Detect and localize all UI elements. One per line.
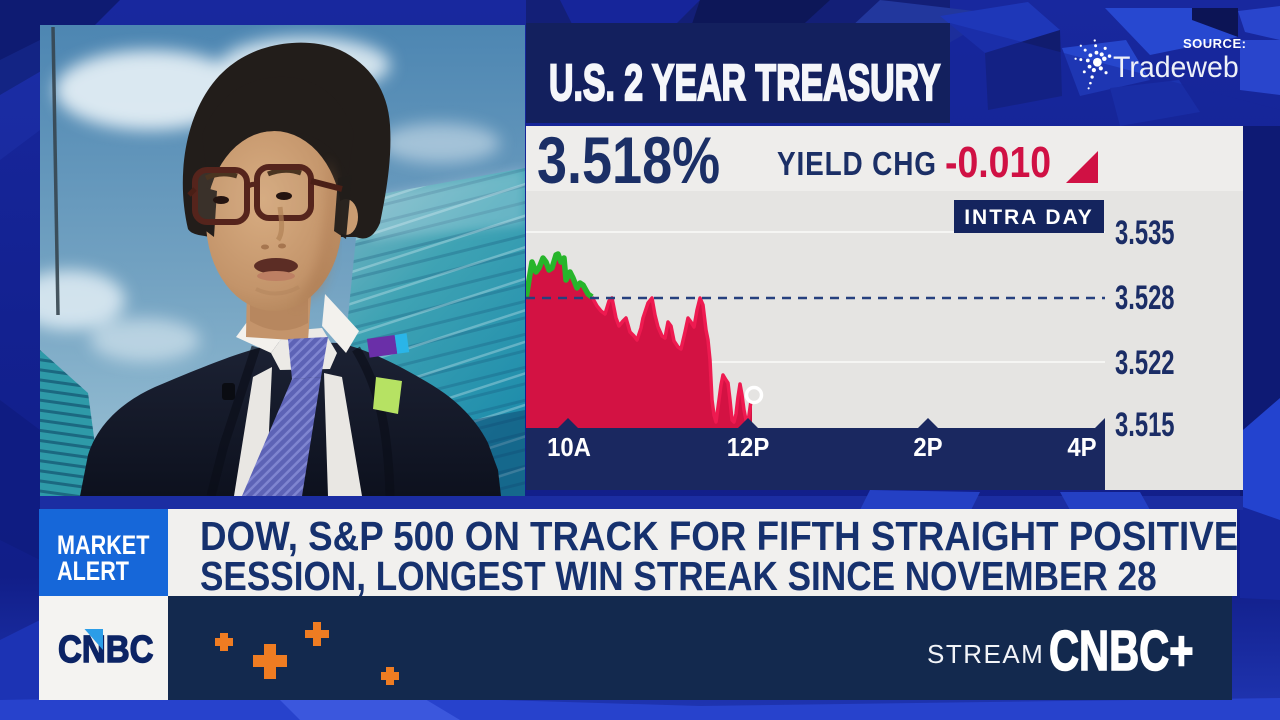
svg-text:12P: 12P	[727, 433, 770, 462]
svg-text:3.515: 3.515	[1115, 406, 1175, 444]
svg-text:INTRA DAY: INTRA DAY	[964, 206, 1094, 229]
svg-text:3.522: 3.522	[1115, 344, 1175, 382]
svg-text:3.528: 3.528	[1115, 279, 1175, 317]
svg-text:4P: 4P	[1067, 433, 1096, 462]
svg-text:3.535: 3.535	[1115, 214, 1175, 252]
svg-text:2P: 2P	[913, 433, 942, 462]
svg-text:10A: 10A	[547, 433, 591, 462]
